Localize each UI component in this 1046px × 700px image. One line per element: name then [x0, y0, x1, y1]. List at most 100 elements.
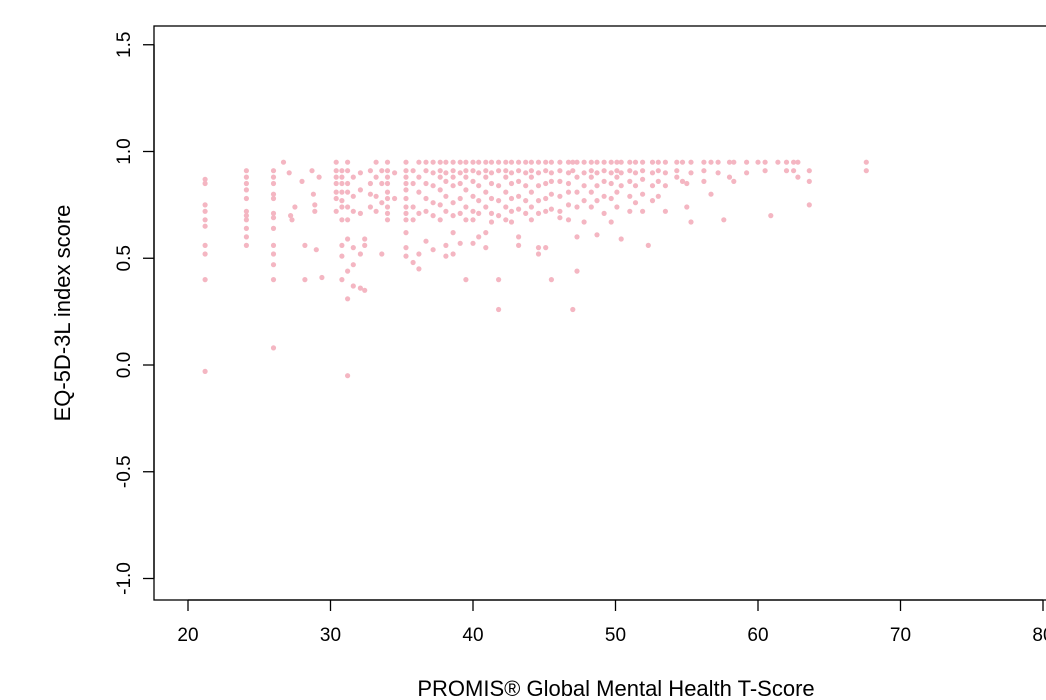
- data-point: [674, 174, 680, 180]
- data-point: [627, 168, 633, 174]
- data-point: [783, 159, 790, 165]
- data-point: [640, 208, 646, 214]
- data-point: [608, 219, 614, 225]
- data-point: [403, 210, 409, 216]
- data-point: [416, 210, 422, 216]
- data-point: [430, 159, 436, 165]
- data-point: [443, 178, 449, 184]
- data-point: [543, 168, 549, 174]
- data-point: [574, 268, 580, 274]
- data-point: [508, 170, 515, 176]
- data-point: [483, 230, 489, 236]
- data-point: [557, 208, 563, 214]
- data-point: [516, 159, 522, 165]
- data-point: [457, 170, 463, 176]
- data-point: [581, 159, 587, 165]
- data-point: [450, 200, 456, 206]
- data-point: [516, 206, 522, 212]
- data-point: [684, 180, 690, 187]
- data-point: [476, 198, 482, 204]
- data-point: [345, 373, 351, 379]
- data-point: [508, 180, 515, 187]
- data-point: [450, 174, 456, 180]
- data-point: [543, 245, 549, 251]
- data-point: [565, 189, 572, 195]
- data-point: [523, 210, 529, 216]
- data-point: [470, 193, 476, 199]
- data-point: [548, 191, 555, 197]
- data-point: [548, 159, 555, 165]
- data-point: [535, 210, 542, 216]
- data-point: [310, 191, 316, 197]
- data-point: [457, 195, 463, 202]
- y-axis: -1.0 -0.5 0.0 0.5 1.0 1.5: [114, 32, 155, 595]
- data-point: [503, 168, 509, 174]
- plot-frame: [153, 25, 1046, 601]
- data-point: [463, 277, 469, 283]
- x-axis: 20 30 40 50 60 70 80: [177, 599, 1046, 646]
- data-point: [345, 159, 351, 165]
- data-point: [362, 236, 368, 242]
- data-point: [430, 200, 436, 206]
- data-point: [608, 159, 614, 165]
- data-point: [476, 183, 482, 189]
- data-point: [632, 170, 639, 176]
- data-point: [655, 159, 661, 165]
- data-point: [488, 170, 495, 176]
- data-point: [443, 253, 449, 259]
- data-point: [202, 251, 208, 257]
- data-point: [384, 217, 391, 223]
- data-point: [543, 159, 549, 165]
- data-point: [457, 159, 463, 165]
- data-point: [333, 208, 339, 214]
- data-point: [496, 159, 502, 165]
- data-point: [503, 159, 509, 165]
- data-point: [430, 213, 436, 219]
- data-point: [516, 168, 522, 174]
- data-point: [791, 159, 797, 165]
- data-point: [574, 204, 580, 210]
- data-point: [640, 191, 646, 197]
- data-point: [437, 217, 443, 223]
- x-tick-label: 30: [320, 625, 341, 646]
- data-point: [379, 200, 385, 206]
- data-point: [627, 193, 633, 199]
- data-point: [463, 168, 469, 174]
- data-point: [795, 159, 801, 165]
- data-point: [410, 217, 416, 223]
- data-point: [457, 180, 463, 187]
- data-point: [367, 204, 373, 210]
- data-point: [373, 174, 379, 180]
- data-point: [528, 168, 535, 174]
- data-point: [350, 283, 356, 289]
- data-point: [535, 198, 542, 204]
- data-point: [333, 174, 339, 180]
- data-point: [350, 208, 356, 214]
- data-point: [581, 219, 587, 225]
- data-point: [688, 170, 694, 176]
- data-point: [588, 174, 594, 180]
- data-point: [292, 204, 298, 210]
- data-point: [574, 159, 580, 165]
- data-point: [581, 170, 587, 176]
- data-point: [581, 198, 587, 204]
- data-point: [649, 198, 656, 204]
- data-point: [594, 198, 600, 204]
- data-point: [640, 176, 646, 182]
- data-point: [423, 195, 429, 202]
- data-point: [708, 159, 714, 165]
- data-point: [588, 189, 594, 195]
- data-point: [202, 223, 208, 229]
- data-point: [806, 178, 812, 184]
- data-point: [483, 174, 489, 180]
- data-point: [379, 168, 385, 174]
- data-point: [367, 191, 373, 197]
- data-point: [483, 189, 489, 195]
- data-point: [496, 198, 502, 204]
- data-point: [270, 210, 277, 216]
- data-point: [286, 170, 292, 176]
- data-point: [565, 180, 572, 187]
- data-point: [357, 251, 363, 257]
- data-point: [684, 204, 690, 210]
- data-point: [362, 242, 368, 248]
